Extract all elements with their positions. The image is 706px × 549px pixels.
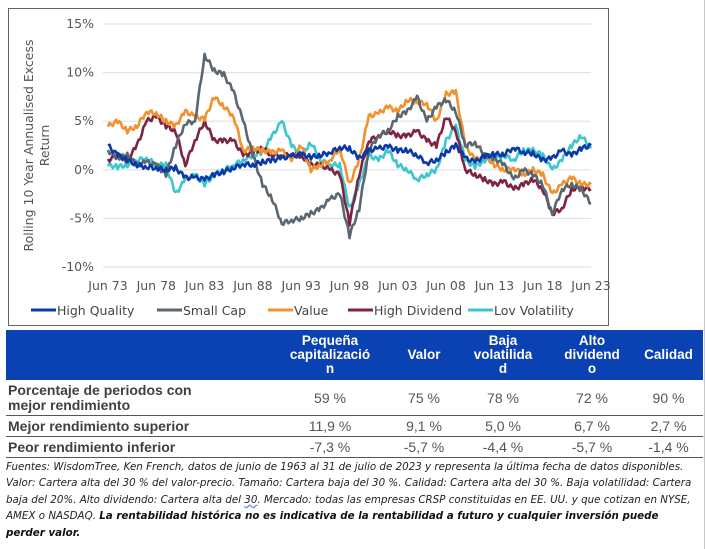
text-line: d: [498, 361, 508, 376]
text-line: Alto: [578, 333, 606, 348]
footnote-market: . Mercado: todas las empresas CRSP const…: [6, 493, 691, 523]
header-cell-quality: Calidad: [634, 330, 703, 380]
cell-value: -7,3 %: [268, 436, 392, 458]
table-row: Mejor rendimiento superior 11,9 % 9,1 % …: [6, 415, 703, 437]
cell-value: 9,1 %: [392, 415, 456, 437]
text-line: o: [587, 361, 597, 376]
text-line: Baja: [488, 333, 518, 348]
text-line: dividend: [564, 347, 620, 362]
text-line: Valor: [407, 347, 441, 362]
series-lines: [106, 52, 593, 240]
x-tick-label: Jun 08: [425, 278, 465, 293]
footnote-disclaimer: La rentabilidad histórica no es indicati…: [6, 510, 659, 539]
cell-value: -5,7 %: [550, 436, 634, 458]
x-tick-label: Jun 83: [184, 278, 224, 293]
y-axis-title: Rolling 10 Year Annualised Excess Return: [21, 39, 52, 251]
header-cell-small-cap: Pequeña capitalizació n: [268, 330, 392, 380]
y-tick-label: 10%: [66, 65, 94, 80]
text-line: volatilida: [473, 347, 533, 362]
x-axis-ticks: Jun 73 Jun 78 Jun 83 Jun 88 Jun 93 Jun 98 Jun …: [87, 278, 610, 293]
text-line: Pequeña: [301, 333, 359, 348]
cell-value: 59 %: [268, 380, 392, 416]
cell-value: 75 %: [392, 380, 456, 416]
cell-value: 72 %: [550, 380, 634, 416]
gridlines: [103, 23, 591, 268]
row-label: Peor rendimiento inferior: [6, 436, 268, 458]
text-line: capitalizació: [289, 347, 371, 362]
header-cell-low-vol: Baja volatilida d: [456, 330, 550, 380]
text-line: n: [325, 361, 335, 376]
y-tick-label: 0%: [74, 162, 94, 177]
series-line-small-cap: [106, 52, 592, 240]
cell-value: 78 %: [456, 380, 550, 416]
series-line-high-dividend: [106, 114, 592, 227]
cell-value: 11,9 %: [268, 415, 392, 437]
row-label: Mejor rendimiento superior: [6, 415, 268, 437]
y-tick-label: 5%: [74, 113, 94, 128]
chart-container: 15% 10% 5% 0% -5% -10% Jun 73 Jun 78 Jun 83 Jun …: [8, 8, 610, 326]
x-tick-label: Jun 78: [136, 278, 176, 293]
legend-label: Value: [294, 303, 329, 318]
legend: High Quality Small Cap Value High Dividend L…: [31, 303, 574, 318]
text-line: Mejor rendimiento superior: [8, 417, 190, 434]
footnote-spellcheck-word: 30: [244, 493, 258, 506]
legend-label: Lov Volatility: [494, 303, 574, 318]
x-tick-label: Jun 18: [522, 278, 562, 293]
cell-value: 6,7 %: [550, 415, 634, 437]
footnote: Fuentes: WisdomTree, Ken French, datos d…: [6, 459, 696, 541]
table-header-row: Pequeña capitalizació n Valor Baja volatili…: [6, 330, 703, 380]
header-cell-value: Valor: [392, 330, 456, 380]
series-line-value: [106, 88, 592, 195]
row-label: Porcentaje de periodos con mejor rendimie…: [6, 380, 268, 416]
header-cell-high-dividend: Alto dividend o: [550, 330, 634, 380]
x-tick-label: Jun 88: [232, 278, 272, 293]
legend-label: High Dividend: [374, 303, 462, 318]
footnote-sources: Fuentes: WisdomTree, Ken French, datos d…: [6, 461, 692, 506]
text-line: Peor rendimiento inferior: [8, 438, 176, 455]
page-edge-divider: [704, 0, 705, 549]
y-axis-title-line: Rolling 10 Year Annualised Excess: [21, 39, 36, 251]
table-row: Peor rendimiento inferior -7,3 % -5,7 % …: [6, 436, 703, 458]
text-line: Calidad: [644, 347, 693, 362]
stats-table: Pequeña capitalizació n Valor Baja volatili…: [6, 330, 703, 458]
x-tick-label: Jun 98: [329, 278, 369, 293]
y-tick-label: -10%: [62, 259, 94, 274]
y-axis-ticks: 15% 10% 5% 0% -5% -10%: [62, 16, 94, 274]
y-tick-label: -5%: [70, 210, 94, 225]
cell-value: -5,7 %: [392, 436, 456, 458]
x-tick-label: Jun 93: [280, 278, 320, 293]
text-line: mejor rendimiento: [8, 396, 131, 413]
y-tick-label: 15%: [66, 16, 94, 31]
cell-value: 90 %: [634, 380, 703, 416]
cell-value: 2,7 %: [634, 415, 703, 437]
legend-label: High Quality: [57, 303, 135, 318]
x-tick-label: Jun 73: [87, 278, 127, 293]
line-chart: 15%10%5%0%-5%-10% Jun 73 Jun 78 Jun 83 Jun …: [21, 16, 610, 318]
table-row: Porcentaje de periodos con mejor rendimie…: [6, 380, 703, 416]
header-cell-empty: [6, 330, 268, 380]
x-tick-label: Jun 03: [377, 278, 417, 293]
cell-value: -1,4 %: [634, 436, 703, 458]
text-line: Porcentaje de periodos con: [8, 381, 192, 398]
y-axis-title-line: Return: [37, 125, 52, 166]
series-line-high-quality: [107, 142, 592, 182]
cell-value: -4,4 %: [456, 436, 550, 458]
x-tick-label: Jun 23: [570, 278, 610, 293]
cell-value: 5,0 %: [456, 415, 550, 437]
x-tick-label: Jun 13: [474, 278, 514, 293]
legend-label: Small Cap: [183, 303, 246, 318]
